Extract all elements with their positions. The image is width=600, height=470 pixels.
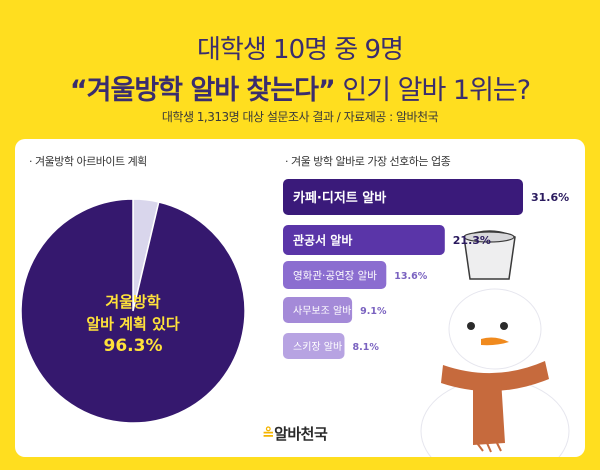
bar-category-label-3: 사무보조 알바 xyxy=(293,305,351,317)
snowman-eye-left xyxy=(467,322,475,330)
bar-value-label-1: 21.3% xyxy=(453,234,491,247)
snowman-eye-right xyxy=(500,322,508,330)
pie-chart-title: · 겨울방학 아르바이트 계획 xyxy=(29,155,147,168)
bar-0 xyxy=(283,179,523,215)
brand-logo: ≗알바천국 xyxy=(262,423,328,444)
headline-line2: “겨울방학 알바 찾는다” 인기 알바 1위는? xyxy=(0,68,600,107)
pie-label-line-2: 96.3% xyxy=(104,336,163,356)
bucket-rim xyxy=(463,231,515,243)
survey-source: 대학생 1,313명 대상 설문조사 결과 / 자료제공 : 알바천국 xyxy=(161,110,439,124)
bar-3 xyxy=(283,297,353,323)
bar-category-label-4: 스키장 알바 xyxy=(293,341,342,353)
headline-rest: 인기 알바 1위는? xyxy=(334,75,531,106)
bar-4 xyxy=(283,333,345,359)
scarf-tail xyxy=(473,379,505,445)
pie-label-line-1: 알바 계획 있다 xyxy=(86,315,179,333)
bar-category-label-2: 영화관·공연장 알바 xyxy=(293,270,377,282)
bar-category-label-1: 관공서 알바 xyxy=(293,233,352,248)
bar-value-label-2: 13.6% xyxy=(394,271,427,282)
snowman-head xyxy=(448,288,542,370)
scarf xyxy=(441,361,549,392)
pie-label-line-0: 겨울방학 xyxy=(105,293,160,311)
bar-value-label-4: 8.1% xyxy=(353,342,380,353)
headline-line1: 대학생 10명 중 9명 xyxy=(197,35,404,65)
headline-quote: “겨울방학 알바 찾는다” xyxy=(69,75,336,106)
snowman-illustration xyxy=(420,230,570,457)
carrot-nose xyxy=(481,337,509,346)
bar-chart-title: · 겨울 방학 알바로 가장 선호하는 업종 xyxy=(285,155,451,168)
bar-value-label-3: 9.1% xyxy=(360,306,387,317)
bar-2 xyxy=(283,261,387,289)
bar-1 xyxy=(283,225,445,255)
scarf-fringe xyxy=(476,442,502,453)
brand-bee-icon: ≗ xyxy=(262,425,275,443)
pie-slice-0 xyxy=(20,198,246,424)
brand-name: 알바천국 xyxy=(274,425,328,443)
bar-value-label-0: 31.6% xyxy=(531,191,569,204)
bar-chart: 카페·디저트 알바 31.6% 관공서 알바 21.3% 영화관·공연장 알바 13.6%… xyxy=(283,179,569,359)
bar-category-label-0: 카페·디저트 알바 xyxy=(293,190,386,206)
